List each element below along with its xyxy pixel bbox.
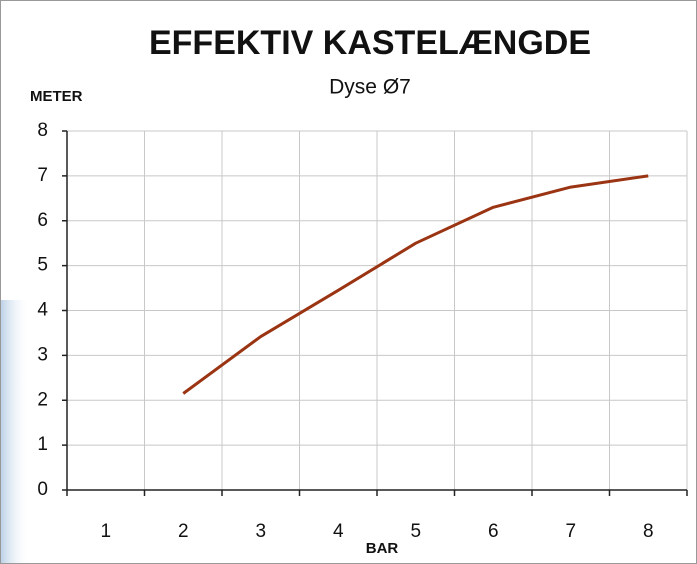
data-line <box>182 174 649 395</box>
y-tick-label: 0 <box>37 479 48 500</box>
y-tick-label: 7 <box>37 165 48 186</box>
y-tick-label: 2 <box>37 389 48 410</box>
x-tick-label: 1 <box>100 521 111 542</box>
y-axis-label: METER <box>30 88 83 105</box>
chart-title: EFFEKTIV KASTELÆNGDE <box>149 24 591 62</box>
x-tick-label: 5 <box>410 521 421 542</box>
y-tick-label: 4 <box>37 300 48 321</box>
x-tick-label: 8 <box>643 521 654 542</box>
x-axis-label: BAR <box>366 540 399 557</box>
x-tick-label: 6 <box>488 521 499 542</box>
x-tick-label: 7 <box>565 521 576 542</box>
x-tick-label: 4 <box>333 521 344 542</box>
y-tick-label: 5 <box>37 255 48 276</box>
y-tick-label: 6 <box>37 210 48 231</box>
y-tick-label: 3 <box>37 344 48 365</box>
chart-subtitle: Dyse Ø7 <box>329 76 411 99</box>
y-tick-label: 1 <box>37 434 48 455</box>
background-edge <box>0 300 30 564</box>
x-tick-label: 2 <box>178 521 189 542</box>
y-tick-label: 8 <box>37 120 48 141</box>
x-tick-label: 3 <box>255 521 266 542</box>
